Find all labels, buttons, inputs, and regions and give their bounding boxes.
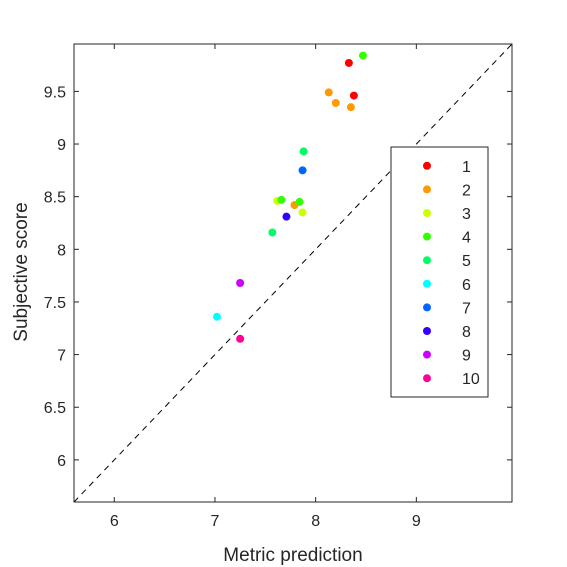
data-point-series-6 <box>212 312 221 321</box>
legend-marker-3 <box>423 209 431 217</box>
x-tick-label: 6 <box>110 513 119 530</box>
data-point-series-2 <box>331 98 340 107</box>
y-tick-label: 8.5 <box>44 190 66 207</box>
y-axis-title: Subjective score <box>11 202 32 341</box>
legend: 1 2 3 4 5 6 7 8 9 10 <box>390 146 489 398</box>
y-tick-label: 9 <box>57 137 66 154</box>
data-point-series-5 <box>299 147 308 156</box>
data-point-series-3 <box>298 208 307 217</box>
y-tick-label: 7.5 <box>44 295 66 312</box>
legend-marker-9 <box>423 350 431 359</box>
data-point-series-2 <box>346 103 355 112</box>
legend-label-8: 8 <box>462 324 471 341</box>
y-tick-label: 6.5 <box>44 400 66 417</box>
legend-label-2: 2 <box>462 182 471 199</box>
x-axis-title: Metric prediction <box>223 545 362 566</box>
legend-marker-7 <box>423 303 431 312</box>
legend-label-3: 3 <box>462 206 471 223</box>
data-point-series-1 <box>349 91 358 100</box>
y-tick-label: 8 <box>57 242 66 259</box>
legend-label-1: 1 <box>462 159 471 176</box>
reference-diagonal-line <box>73 43 513 503</box>
data-point-series-7 <box>298 166 307 175</box>
legend-marker-8 <box>423 327 431 335</box>
data-point-series-9 <box>236 279 245 288</box>
data-point-series-4 <box>277 195 286 204</box>
data-point-series-4 <box>358 51 367 60</box>
y-tick-label: 9.5 <box>44 84 66 101</box>
legend-marker-1 <box>423 161 431 170</box>
x-tick-label: 9 <box>412 513 421 530</box>
data-point-series-8 <box>282 212 291 221</box>
legend-label-5: 5 <box>462 253 471 270</box>
legend-label-4: 4 <box>462 230 471 247</box>
data-point-series-1 <box>344 58 353 67</box>
legend-label-6: 6 <box>462 277 471 294</box>
legend-marker-2 <box>423 185 431 194</box>
legend-marker-4 <box>423 232 431 241</box>
legend-marker-10 <box>423 374 431 383</box>
plot-area: 6 7 8 9 6 6.5 7 7.5 8 8.5 9 9.5 <box>44 43 513 530</box>
y-tick-label: 7 <box>57 348 66 365</box>
legend-marker-6 <box>423 279 431 288</box>
x-tick-label: 8 <box>311 513 320 530</box>
data-point-series-5 <box>268 228 277 237</box>
legend-box <box>390 146 489 398</box>
data-point-series-10 <box>236 334 245 343</box>
axes-box <box>73 43 513 503</box>
legend-label-9: 9 <box>462 348 471 365</box>
legend-label-10: 10 <box>462 371 480 388</box>
x-tick-label: 7 <box>211 513 220 530</box>
y-tick-label: 6 <box>57 453 66 470</box>
legend-marker-5 <box>423 256 431 265</box>
legend-label-7: 7 <box>462 300 471 317</box>
data-point-series-2 <box>324 88 333 97</box>
data-point-series-4 <box>295 197 304 206</box>
